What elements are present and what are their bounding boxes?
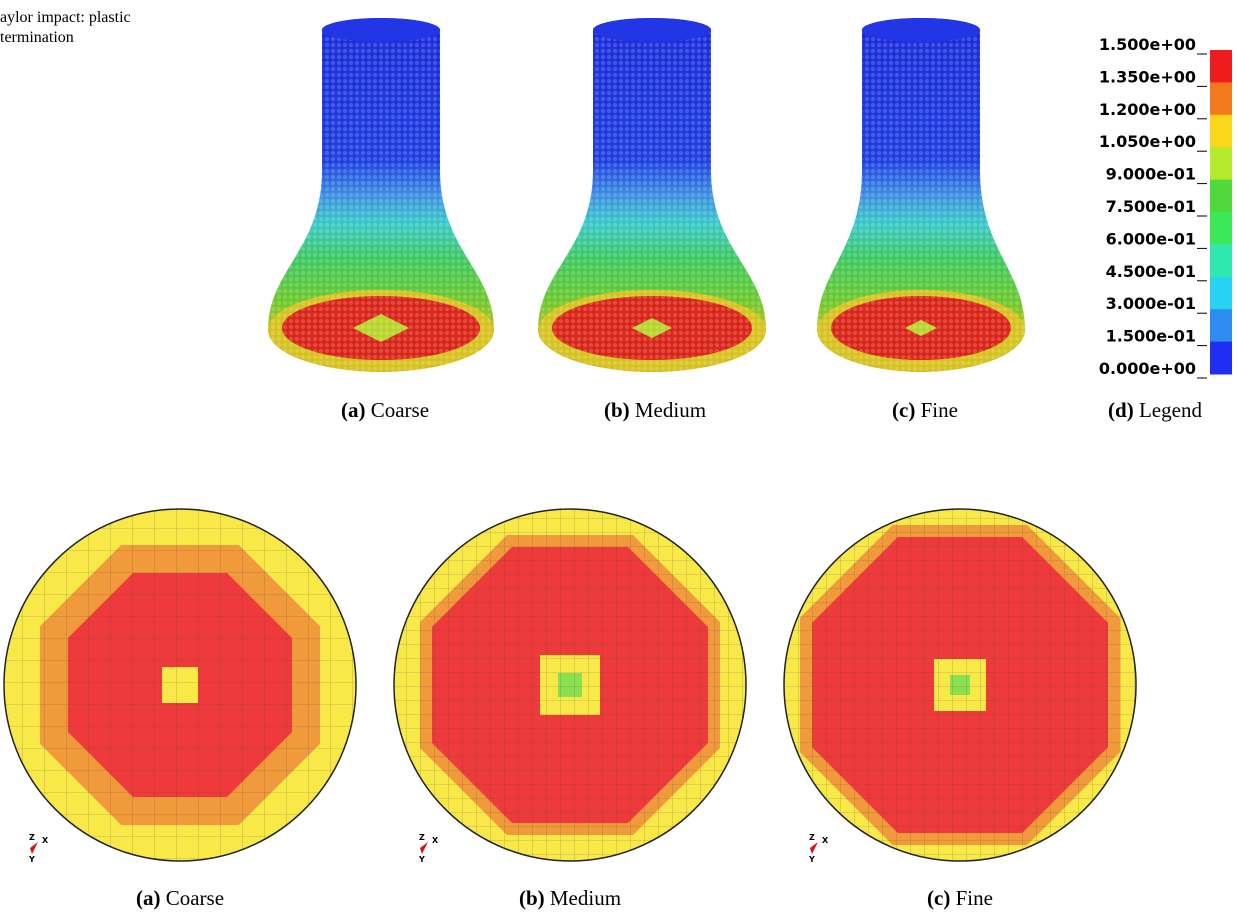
triad-label: Z <box>809 833 815 842</box>
caption-letter: (d) <box>1108 398 1134 422</box>
caption-letter: (c) <box>927 886 950 910</box>
legend-band <box>1210 50 1232 83</box>
legend-label: 1.200e+00 <box>1099 100 1196 119</box>
triad-label: X <box>42 836 49 845</box>
legend-label: 4.500e-01 <box>1106 262 1196 281</box>
specimen-top <box>862 18 980 42</box>
legend-band <box>1210 244 1232 277</box>
caption-label: Medium <box>635 398 706 422</box>
caption: (c) Fine <box>892 398 958 422</box>
legend-label: 1.350e+00 <box>1099 67 1196 86</box>
legend-label: 1.050e+00 <box>1099 132 1196 151</box>
disc-mesh <box>784 509 1136 861</box>
legend-band <box>1210 309 1232 342</box>
legend-band <box>1210 180 1232 213</box>
triad-label: Y <box>418 855 425 864</box>
caption-letter: (c) <box>892 398 915 422</box>
caption: (c) Fine <box>927 886 993 910</box>
triad-arrow <box>420 842 428 854</box>
caption: (d) Legend <box>1108 398 1202 422</box>
disc-mesh <box>4 509 356 861</box>
legend-band <box>1210 342 1232 375</box>
specimen-top <box>593 18 711 42</box>
legend-band <box>1210 82 1232 115</box>
caption-label: Legend <box>1139 398 1202 422</box>
triad-arrow <box>30 842 38 854</box>
triad-label: Z <box>29 833 35 842</box>
triad-label: Z <box>419 833 425 842</box>
specimen-base-texture <box>268 290 494 370</box>
specimen-base-texture <box>817 290 1025 370</box>
legend-label: 1.500e+00 <box>1099 35 1196 54</box>
legend-band <box>1210 277 1232 310</box>
triad-label: X <box>822 836 829 845</box>
caption-label: Fine <box>921 398 958 422</box>
caption: (a) Coarse <box>341 398 429 422</box>
caption-letter: (a) <box>136 886 161 910</box>
specimen-base-texture <box>538 290 766 370</box>
disc-mesh <box>394 509 746 861</box>
specimen-top <box>322 18 440 42</box>
figure: aylor impact: plastic termination 1.500e… <box>0 0 1238 917</box>
legend-label: 6.000e-01 <box>1106 229 1196 248</box>
caption-label: Fine <box>956 886 993 910</box>
caption-letter: (b) <box>604 398 630 422</box>
triad-label: Y <box>28 855 35 864</box>
legend-band <box>1210 115 1232 148</box>
caption-label: Coarse <box>371 398 429 422</box>
legend-band <box>1210 212 1232 245</box>
triad-label: X <box>432 836 439 845</box>
legend-band <box>1210 147 1232 180</box>
legend-label: 7.500e-01 <box>1106 197 1196 216</box>
legend-label: 1.500e-01 <box>1106 327 1196 346</box>
legend-label: 3.000e-01 <box>1106 294 1196 313</box>
caption-label: Coarse <box>166 886 224 910</box>
triad-label: Y <box>808 855 815 864</box>
header-line: aylor impact: plastic <box>0 9 131 26</box>
legend-label: 9.000e-01 <box>1106 165 1196 184</box>
caption-label: Medium <box>550 886 621 910</box>
caption-letter: (a) <box>341 398 366 422</box>
legend-label: 0.000e+00 <box>1099 359 1196 378</box>
caption: (a) Coarse <box>136 886 224 910</box>
header-line: termination <box>0 29 74 46</box>
caption: (b) Medium <box>604 398 706 422</box>
triad-arrow <box>810 842 818 854</box>
caption: (b) Medium <box>519 886 621 910</box>
caption-letter: (b) <box>519 886 545 910</box>
